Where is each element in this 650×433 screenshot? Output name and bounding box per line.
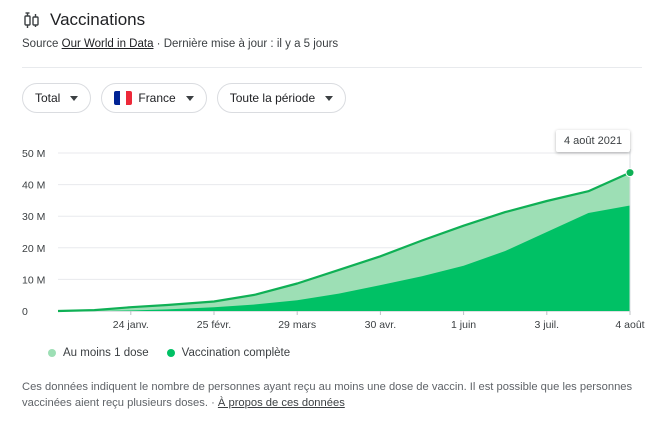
vaccination-chart[interactable]: 0 10 M 20 M 30 M 40 M 50 M 24 janv. 25 févr. 29 … xyxy=(0,125,650,335)
legend-label: Au moins 1 dose xyxy=(63,347,149,359)
x-tick-label: 29 mars xyxy=(278,319,316,331)
period-dropdown[interactable]: Toute la période xyxy=(216,83,347,113)
country-label: France xyxy=(138,91,176,105)
legend-item-one-dose: Au moins 1 dose xyxy=(48,347,149,359)
source-line: Source Our World in Data · Dernière mise… xyxy=(22,38,338,50)
legend-dot xyxy=(48,349,56,357)
source-link[interactable]: Our World in Data xyxy=(61,38,154,50)
about-data-link[interactable]: À propos de ces données xyxy=(217,397,345,409)
point-marker xyxy=(625,168,635,178)
chart-header: Vaccinations xyxy=(22,10,145,30)
caret-down-icon xyxy=(70,95,79,101)
x-tick-label: 3 juil. xyxy=(535,319,560,331)
page-title: Vaccinations xyxy=(50,10,146,29)
y-tick-label: 30 M xyxy=(22,211,45,223)
legend-dot xyxy=(166,349,175,357)
x-tick-label: 4 août xyxy=(615,319,644,331)
note-text: Ces données indiquent le nombre de perso… xyxy=(22,381,633,409)
tooltip-date: 4 août 2021 xyxy=(564,135,623,147)
x-tick-label: 25 févr. xyxy=(197,319,231,331)
y-tick-label: 20 M xyxy=(22,243,45,255)
divider xyxy=(22,67,642,68)
metric-label: Total xyxy=(35,91,61,105)
y-tick-label: 50 M xyxy=(22,148,45,160)
last-update: · Dernière mise à jour : il y a 5 jours xyxy=(156,38,339,50)
legend-item-complete: Vaccination complète xyxy=(166,347,291,359)
x-tick-label: 24 janv. xyxy=(113,319,149,331)
caret-down-icon xyxy=(325,95,334,101)
line-one-dose xyxy=(57,171,631,313)
caret-down-icon xyxy=(185,95,194,101)
y-tick-label: 40 M xyxy=(22,180,45,192)
date-tooltip: 4 août 2021 xyxy=(556,130,631,152)
data-note: Ces données indiquent le nombre de perso… xyxy=(22,379,642,411)
syringe-icon xyxy=(24,12,39,28)
metric-dropdown[interactable]: Total xyxy=(22,83,92,113)
period-label: Toute la période xyxy=(229,91,316,105)
filter-bar: Total France Toute la période xyxy=(22,83,347,113)
france-flag-icon xyxy=(114,91,133,105)
y-tick-label: 10 M xyxy=(22,274,45,286)
note-sep: · xyxy=(211,397,218,409)
x-tick-label: 30 avr. xyxy=(365,319,397,331)
area-complete xyxy=(58,205,630,311)
source-prefix: Source xyxy=(22,38,59,50)
country-dropdown[interactable]: France xyxy=(101,83,207,113)
chart-legend: Au moins 1 dose Vaccination complète xyxy=(48,347,290,359)
x-tick-label: 1 juin xyxy=(451,319,476,331)
legend-label: Vaccination complète xyxy=(181,347,291,359)
y-tick-label: 0 xyxy=(22,306,28,318)
